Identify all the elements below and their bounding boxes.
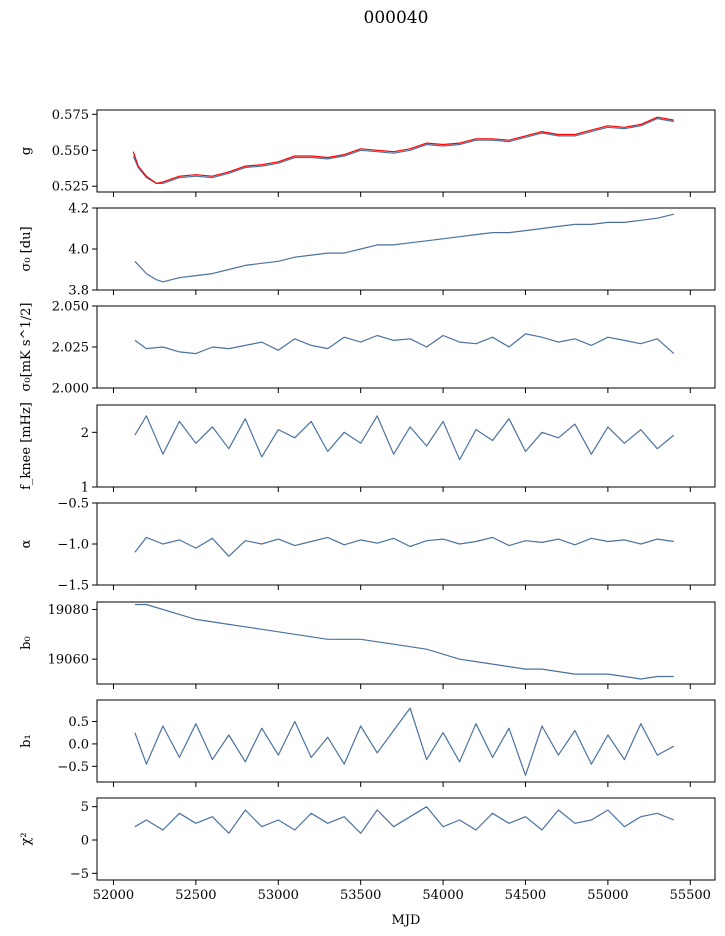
panel-3: 2.000 2.025 2.050 σ₀[mK s^1/2]	[19, 300, 716, 397]
panel-frame	[96, 404, 716, 488]
y-tick-label: 2.000	[52, 382, 89, 397]
y-tick-label: −0.5	[57, 760, 89, 775]
panel-8: −5 0 5 52000 52500 53000 53500 54000 54500 55000 5…	[19, 797, 716, 903]
panel-frame	[96, 109, 716, 193]
y-tick-label: −0.5	[57, 497, 89, 512]
y-axis-label: b₀	[19, 636, 34, 650]
series-line-1	[134, 536, 674, 557]
y-tick-label: −1.0	[57, 538, 89, 553]
x-tick-label: 52000	[93, 888, 134, 903]
y-tick-label: 3.8	[68, 284, 89, 299]
y-axis-label: g	[19, 147, 34, 155]
y-tick-label: 2	[81, 426, 89, 441]
series-line-1	[134, 415, 675, 461]
series-line-1	[132, 117, 674, 184]
x-tick-label: 55500	[670, 888, 711, 903]
y-tick-label: 19080	[48, 603, 89, 618]
y-axis-label: b₁	[19, 734, 34, 748]
y-tick-label: 1	[81, 481, 89, 496]
y-axis-label: σ₀[mK s^1/2]	[19, 303, 34, 392]
y-tick-label: 0.525	[52, 180, 89, 195]
y-axis-label: χ²	[19, 832, 34, 845]
panel-frame	[96, 797, 716, 881]
panel-frame	[96, 601, 716, 685]
y-tick-label: 0.550	[52, 144, 89, 159]
y-axis-label: f_knee [mHz]	[19, 402, 34, 490]
panel-5: −1.5 −1.0 −0.5 α	[19, 497, 716, 594]
series-line-1	[134, 707, 675, 776]
series-line-1	[134, 213, 674, 283]
y-tick-label: −1.5	[57, 579, 89, 594]
series-line-2	[132, 116, 674, 184]
y-tick-label: 0	[81, 834, 89, 849]
panel-4: 1 2 f_knee [mHz]	[19, 402, 716, 496]
x-tick-label: 53000	[258, 888, 299, 903]
panel-6: 19060 19080 b₀	[19, 601, 716, 689]
panel-7: −0.5 0.0 0.5 b₁	[19, 699, 716, 787]
x-tick-label: 55000	[587, 888, 628, 903]
y-tick-label: 2.050	[52, 300, 89, 315]
series-line-1	[134, 806, 675, 834]
panel-frame	[96, 699, 716, 783]
series-line-1	[134, 603, 674, 680]
x-tick-label: 54500	[505, 888, 546, 903]
panel-1: 0.525 0.550 0.575 g	[19, 108, 716, 197]
y-tick-label: 2.025	[52, 341, 89, 356]
panel-2: 3.8 4.0 4.2 σ₀ [du]	[19, 202, 716, 299]
x-axis-label: MJD	[392, 913, 421, 928]
panel-frame	[96, 207, 716, 291]
y-tick-label: 19060	[48, 653, 89, 668]
y-tick-label: 4.2	[68, 202, 89, 217]
y-tick-label: 5	[81, 800, 89, 815]
y-axis-label: α	[19, 539, 34, 548]
x-tick-label: 52500	[175, 888, 216, 903]
series-line-1	[134, 333, 675, 355]
y-tick-label: 4.0	[68, 243, 89, 258]
y-tick-label: 0.5	[68, 715, 89, 730]
chart-title: 000040	[364, 8, 429, 28]
y-axis-label: σ₀ [du]	[19, 226, 34, 271]
y-tick-label: 0.575	[52, 108, 89, 123]
x-tick-label: 53500	[340, 888, 381, 903]
y-tick-label: −5	[70, 867, 89, 882]
panel-frame	[96, 305, 716, 389]
y-tick-label: 0.0	[68, 737, 89, 752]
x-tick-label: 54000	[422, 888, 463, 903]
